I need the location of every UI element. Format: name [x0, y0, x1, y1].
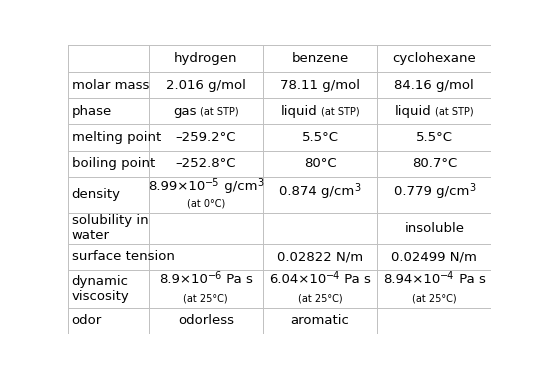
Text: 5.5°C: 5.5°C — [301, 131, 339, 144]
Text: boiling point: boiling point — [72, 157, 155, 170]
Text: aromatic: aromatic — [290, 314, 349, 327]
Text: liquid: liquid — [395, 105, 432, 118]
Text: molar mass: molar mass — [72, 79, 149, 92]
Text: insoluble: insoluble — [404, 222, 464, 235]
Text: odor: odor — [72, 314, 102, 327]
Text: (at 0°C): (at 0°C) — [187, 199, 225, 208]
Text: melting point: melting point — [72, 131, 161, 144]
Text: odorless: odorless — [178, 314, 234, 327]
Text: 84.16 g/mol: 84.16 g/mol — [394, 79, 474, 92]
Text: –252.8°C: –252.8°C — [175, 157, 236, 170]
Text: −5: −5 — [205, 178, 220, 188]
Text: benzene: benzene — [292, 52, 349, 65]
Text: hydrogen: hydrogen — [174, 52, 238, 65]
Text: Pa s: Pa s — [340, 273, 371, 286]
Text: (at 25°C): (at 25°C) — [298, 293, 342, 303]
Text: solubility in
water: solubility in water — [72, 214, 149, 242]
Text: 0.779 g/cm: 0.779 g/cm — [394, 184, 469, 198]
Text: dynamic
viscosity: dynamic viscosity — [72, 275, 129, 303]
Text: 0.02499 N/m: 0.02499 N/m — [391, 251, 477, 263]
Text: 80.7°C: 80.7°C — [412, 157, 457, 170]
Text: 0.02822 N/m: 0.02822 N/m — [277, 251, 363, 263]
Text: −4: −4 — [440, 272, 455, 282]
Text: (at 25°C): (at 25°C) — [183, 293, 228, 303]
Text: (at STP): (at STP) — [435, 106, 473, 116]
Text: liquid: liquid — [281, 105, 318, 118]
Text: −4: −4 — [326, 272, 340, 282]
Text: 2.016 g/mol: 2.016 g/mol — [166, 79, 246, 92]
Text: 0.874 g/cm: 0.874 g/cm — [280, 184, 354, 198]
Text: 8.9×10: 8.9×10 — [159, 273, 207, 286]
Text: Pa s: Pa s — [455, 273, 485, 286]
Text: (at STP): (at STP) — [200, 106, 239, 116]
Text: 3: 3 — [354, 183, 361, 193]
Text: (at STP): (at STP) — [321, 106, 359, 116]
Text: 3: 3 — [257, 178, 263, 188]
Text: 8.94×10: 8.94×10 — [383, 273, 440, 286]
Text: 78.11 g/mol: 78.11 g/mol — [280, 79, 360, 92]
Text: gas: gas — [173, 105, 197, 118]
Text: −6: −6 — [207, 272, 222, 282]
Text: –259.2°C: –259.2°C — [175, 131, 236, 144]
Text: phase: phase — [72, 105, 112, 118]
Text: cyclohexane: cyclohexane — [393, 52, 476, 65]
Text: 6.04×10: 6.04×10 — [269, 273, 326, 286]
Text: surface tension: surface tension — [72, 251, 175, 263]
Text: 5.5°C: 5.5°C — [416, 131, 453, 144]
Text: density: density — [72, 188, 121, 201]
Text: g/cm: g/cm — [220, 180, 257, 193]
Text: 3: 3 — [469, 183, 475, 193]
Text: Pa s: Pa s — [222, 273, 253, 286]
Text: 80°C: 80°C — [304, 157, 336, 170]
Text: (at 25°C): (at 25°C) — [412, 293, 456, 303]
Text: 8.99×10: 8.99×10 — [148, 180, 205, 193]
